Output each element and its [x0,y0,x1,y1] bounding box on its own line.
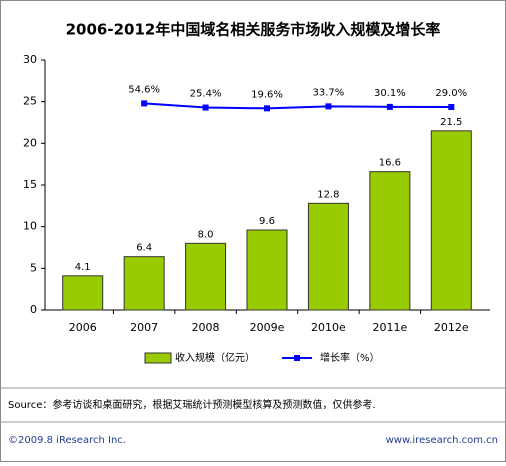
copyright: ©2009.8 iResearch Inc. [8,435,126,446]
bar [62,275,104,311]
line-marker [325,103,332,110]
y-tick-label: 0 [30,303,37,316]
source: Source：参考访谈和桌面研究，根据艾瑞统计预测模型核算及预测数值，仅供参考. [8,398,376,411]
y-tick-label: 15 [23,178,37,191]
chart-title: 2006-2012年中国域名相关服务市场收入规模及增长率 [66,21,441,39]
y-tick-label: 20 [23,136,37,149]
line-marker [448,104,455,111]
bar [307,202,349,311]
bar [246,229,288,311]
data-label: 16.6 [379,158,401,169]
data-label: 6.4 [136,243,152,254]
data-label: 8.0 [198,229,214,240]
line-marker [386,103,393,110]
website: www.iresearch.com.cn [386,435,498,446]
x-tick-label: 2010e [311,321,346,334]
x-tick-label: 2007 [130,321,158,334]
line-marker [202,104,209,111]
legend-label: 增长率（%） [320,351,380,364]
bar [430,130,472,311]
line-marker [141,100,148,107]
x-tick-label: 2011e [372,321,407,334]
y-tick-label: 5 [30,261,37,274]
data-label: 4.1 [75,262,91,273]
data-label: 12.8 [317,189,339,200]
line-marker [264,105,270,112]
data-label: 29.0% [435,88,467,99]
y-tick-label: 10 [23,220,37,233]
legend-marker [294,355,300,361]
y-tick-label: 25 [23,95,37,108]
data-label: 25.4% [190,89,222,100]
legend-label: 收入规模（亿元） [175,351,255,364]
bar [185,242,227,311]
data-label: 19.6% [251,89,283,100]
legend-swatch [144,352,172,364]
x-tick-label: 2012e [434,321,469,334]
data-label: 9.6 [259,216,275,227]
line [144,102,452,110]
y-tick-label: 30 [23,53,37,66]
data-label: 54.6% [128,84,160,95]
x-tick-label: 2008 [192,321,220,334]
bar [123,256,165,311]
bar [369,171,411,311]
x-tick-label: 2009e [250,321,285,334]
data-label: 33.7% [313,87,345,98]
data-label: 21.5 [440,117,462,128]
x-tick-label: 2006 [69,321,97,334]
data-label: 30.1% [374,88,406,99]
